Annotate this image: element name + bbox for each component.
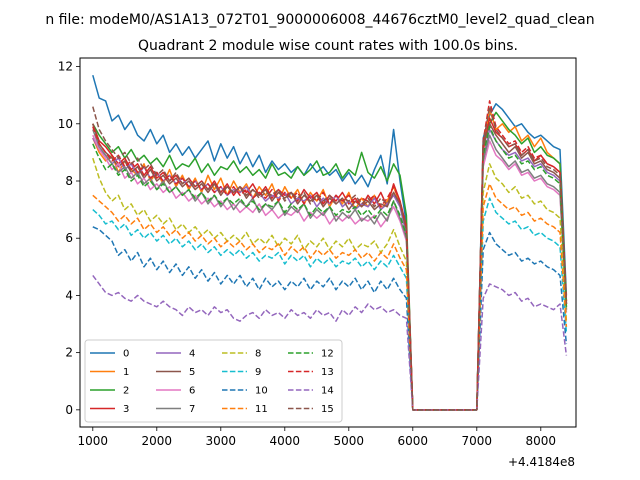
legend-label-6: 6: [189, 386, 195, 397]
y-tick-label: 0: [65, 403, 73, 417]
legend-label-7: 7: [189, 404, 195, 415]
x-tick-label: 2000: [142, 434, 173, 448]
x-tick-label: 5000: [334, 434, 365, 448]
y-tick-label: 4: [65, 288, 73, 302]
legend-label-11: 11: [255, 404, 268, 415]
legend-label-5: 5: [189, 367, 195, 378]
x-tick-label: 3000: [206, 434, 237, 448]
x-axis: 1000 2000 3000 4000 5000 6000 7000 8000: [78, 427, 557, 448]
y-axis: 0 2 4 6 8 10 12: [58, 60, 80, 417]
x-tick-label: 4000: [270, 434, 301, 448]
x-tick-label: 6000: [398, 434, 429, 448]
figure-suptitle: n file: modeM0/AS1A13_072T01_9000006008_…: [45, 12, 594, 28]
chart-title: Quadrant 2 module wise count rates with …: [138, 38, 518, 54]
legend-label-0: 0: [123, 349, 129, 360]
y-tick-label: 8: [65, 174, 73, 188]
y-tick-label: 2: [65, 346, 73, 360]
series-line-5: [92, 123, 568, 411]
series-layer: [92, 74, 568, 411]
legend-label-8: 8: [255, 349, 261, 360]
legend-label-1: 1: [123, 367, 129, 378]
legend-label-13: 13: [321, 367, 334, 378]
x-tick-label: 1000: [78, 434, 109, 448]
series-line-9: [92, 197, 568, 411]
axes-frame: [79, 57, 577, 428]
series-line-10: [92, 226, 568, 411]
legend-box: [84, 339, 343, 423]
series-line-12: [92, 125, 568, 411]
legend-label-2: 2: [123, 386, 129, 397]
legend-label-12: 12: [321, 349, 334, 360]
legend-label-10: 10: [255, 386, 268, 397]
legend-label-4: 4: [189, 349, 195, 360]
x-tick-label: 7000: [462, 434, 493, 448]
series-line-13: [92, 100, 568, 411]
legend-label-14: 14: [321, 386, 334, 397]
series-line-15: [92, 105, 568, 411]
x-tick-label: 8000: [526, 434, 557, 448]
y-tick-label: 6: [65, 231, 73, 245]
y-tick-label: 10: [58, 117, 73, 131]
plot-area: [79, 57, 577, 428]
x-axis-offset-label: +4.4184e8: [508, 455, 575, 469]
series-line-11: [92, 183, 568, 411]
series-line-8: [92, 157, 568, 411]
legend-label-15: 15: [321, 404, 334, 415]
y-tick-label: 12: [58, 60, 73, 74]
legend-label-9: 9: [255, 367, 261, 378]
legend-label-3: 3: [123, 404, 129, 415]
